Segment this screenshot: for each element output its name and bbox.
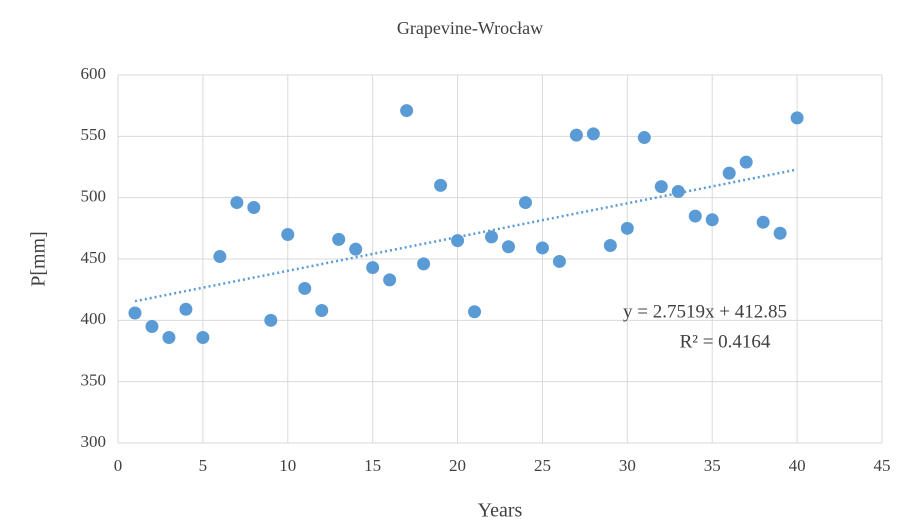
point	[213, 250, 227, 264]
x-axis-label: Years	[478, 500, 523, 522]
point	[383, 273, 397, 287]
annotation: R² = 0.4164	[680, 331, 771, 352]
point	[128, 306, 142, 320]
x-tick-label: 40	[789, 456, 806, 475]
point	[620, 221, 634, 235]
point	[705, 213, 719, 227]
annotation: y = 2.7519x + 412.85	[623, 301, 787, 322]
point	[535, 241, 549, 255]
point	[603, 239, 617, 253]
point	[790, 111, 804, 125]
point	[315, 304, 329, 318]
grid	[117, 74, 883, 444]
x-tick-label: 0	[114, 456, 123, 475]
point	[179, 302, 193, 316]
point	[264, 313, 278, 327]
x-tick-label: 45	[874, 456, 891, 475]
y-tick-label: 550	[81, 125, 107, 144]
x-tick-label: 25	[534, 456, 551, 475]
point	[586, 127, 600, 141]
x-tick-label: 5	[199, 456, 208, 475]
point	[518, 196, 532, 210]
x-tick-label: 35	[704, 456, 721, 475]
chart-title: Grapevine-Wrocław	[397, 18, 543, 38]
point	[671, 185, 685, 199]
point	[654, 180, 668, 194]
y-tick-label: 350	[81, 371, 107, 390]
point	[739, 155, 753, 169]
x-tick-label: 10	[279, 456, 296, 475]
point	[332, 232, 346, 246]
point	[569, 128, 583, 142]
point	[162, 331, 176, 345]
x-tick-label: 20	[449, 456, 466, 475]
point	[756, 215, 770, 229]
point	[281, 227, 295, 241]
point	[247, 200, 261, 214]
marks	[128, 104, 804, 345]
point	[417, 257, 431, 271]
point	[688, 209, 702, 223]
point	[230, 196, 244, 210]
y-tick-label: 600	[81, 64, 107, 83]
y-tick-label: 500	[81, 187, 107, 206]
y-tick-label: 450	[81, 248, 107, 267]
y-tick-label: 300	[81, 432, 107, 451]
point	[637, 131, 651, 145]
x-tick-label: 30	[619, 456, 636, 475]
point	[501, 240, 515, 254]
y-axis-label: P[mm]	[28, 231, 50, 287]
point	[145, 319, 159, 333]
point	[451, 234, 465, 248]
point	[434, 178, 448, 192]
trendline	[134, 168, 798, 303]
point	[722, 166, 736, 180]
point	[196, 331, 210, 345]
point	[773, 226, 787, 240]
point	[298, 281, 312, 295]
point	[485, 230, 499, 244]
point	[552, 254, 566, 268]
point	[349, 242, 363, 256]
point	[366, 261, 380, 275]
point	[468, 305, 482, 319]
point	[400, 104, 414, 118]
x-tick-label: 15	[364, 456, 381, 475]
y-tick-label: 400	[81, 309, 107, 328]
